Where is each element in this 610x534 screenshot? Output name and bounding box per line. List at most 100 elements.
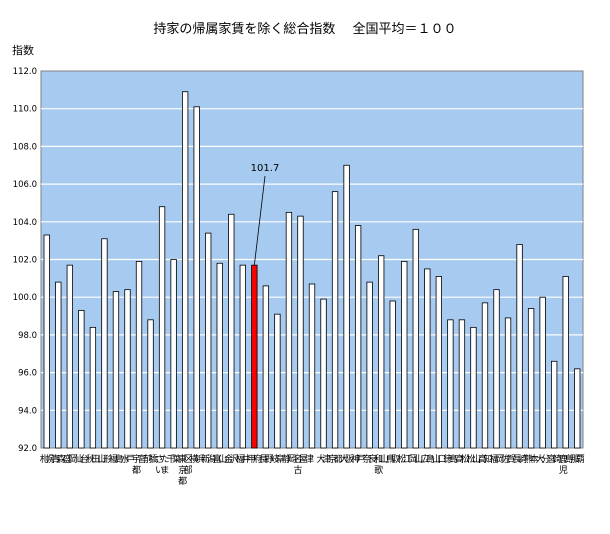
x-category-label: 徳島 (443, 453, 458, 465)
bar (424, 268, 431, 449)
bar (193, 106, 200, 449)
x-category-label: 岡山 (409, 454, 424, 465)
y-tick-label: 112.0 (13, 67, 37, 77)
bar (228, 213, 235, 449)
y-tick-label: 98.0 (18, 331, 37, 341)
x-category-label: 青森 (51, 453, 66, 465)
bar (124, 289, 131, 449)
x-category-label: 金沢 (224, 453, 239, 465)
x-category-label: 高知 (478, 453, 493, 465)
y-tick-label: 108.0 (13, 142, 37, 152)
x-category-label: 富山 (213, 453, 228, 465)
x-category-label: 千葉 (167, 453, 182, 465)
highlight-annotation: 101.7 (251, 163, 280, 174)
bar (343, 164, 350, 449)
x-category-label: 松江 (397, 453, 412, 465)
x-category-label: 宮崎 (547, 453, 562, 465)
bar (55, 281, 62, 449)
bar (504, 317, 512, 449)
x-category-label: 福島 (109, 453, 124, 465)
y-tick-label: 106.0 (13, 180, 37, 190)
y-tick-label: 102.0 (13, 256, 37, 266)
x-category-label: 松山 (466, 453, 481, 465)
x-category-label: 長崎 (513, 453, 528, 465)
bar (354, 225, 362, 449)
bar (181, 91, 189, 449)
x-category-label: 神戸 (351, 453, 366, 465)
y-tick-label: 96.0 (18, 369, 37, 379)
bar (331, 191, 339, 449)
x-category-label: 長野 (259, 454, 274, 465)
bar (297, 215, 304, 449)
x-category-label: 鹿児島 (559, 453, 574, 476)
bar (493, 289, 500, 449)
x-category-label: 札幌 (40, 453, 55, 465)
bar (170, 259, 177, 449)
x-category-label: 和歌山 (374, 454, 389, 476)
x-category-label: 岐阜 (270, 453, 285, 465)
bar (112, 291, 120, 449)
bar (308, 283, 316, 449)
x-category-label: 佐賀 (501, 453, 516, 465)
y-tick-label: 110.0 (13, 105, 37, 115)
annotation-leader-line (253, 175, 266, 266)
bar (78, 309, 85, 449)
bar (516, 244, 523, 449)
bar (205, 232, 212, 449)
bar (539, 296, 546, 449)
bar (147, 319, 154, 449)
bar (401, 260, 408, 449)
x-category-label: 名古屋 (293, 453, 308, 476)
bar (158, 206, 166, 449)
x-category-label: 前橋 (144, 453, 159, 465)
y-tick-label: 100.0 (13, 293, 37, 303)
bar (551, 360, 558, 449)
x-category-label: さいたま (155, 454, 170, 476)
x-category-label: 熊本 (524, 453, 539, 465)
x-category-label: 山形 (97, 453, 112, 465)
y-tick-label: 92.0 (18, 444, 37, 454)
bar (285, 211, 293, 449)
y-tick-label: 104.0 (13, 218, 37, 228)
x-category-label: 京都 (328, 453, 343, 465)
x-category-label: 津 (305, 454, 314, 465)
bar (320, 298, 327, 449)
x-category-label: 広島 (420, 453, 435, 465)
x-category-label: 甲府 (247, 453, 262, 465)
x-category-label: 大阪 (340, 453, 355, 465)
x-category-label: 宇都宮 (132, 453, 147, 476)
x-category-label: 福井 (236, 453, 251, 465)
bar (435, 276, 443, 449)
bar (274, 313, 281, 449)
y-axis-label: 指数 (12, 43, 34, 57)
x-category-label: 鳥取 (386, 453, 401, 465)
x-category-label: 新潟 (201, 453, 216, 465)
chart-title: 持家の帰属家賃を除く総合指数 全国平均＝１００ (153, 21, 456, 37)
bar-highlighted (251, 264, 258, 449)
bar (527, 308, 535, 449)
x-category-label: 水戸 (120, 453, 135, 465)
x-category-label: 盛岡 (63, 453, 78, 465)
x-category-label: 山口 (432, 454, 447, 465)
x-category-label: 仙台 (74, 453, 89, 465)
bar (101, 238, 108, 449)
x-category-label: 大分 (536, 453, 551, 465)
x-category-label: 大津 (317, 453, 332, 465)
bar (43, 234, 50, 449)
bar (135, 260, 143, 449)
bar (574, 368, 581, 449)
x-category-label: 秋田 (86, 453, 101, 465)
bar (470, 326, 477, 449)
x-category-label: 奈良 (363, 453, 378, 465)
bar (481, 302, 489, 449)
bar (89, 326, 97, 449)
x-category-label: 高松 (455, 453, 470, 465)
bar (66, 264, 73, 449)
bar (239, 264, 246, 449)
bar (366, 281, 373, 449)
bar (378, 255, 385, 449)
x-category-label: 横浜 (190, 453, 205, 465)
bar (389, 300, 396, 449)
bar (562, 276, 569, 449)
